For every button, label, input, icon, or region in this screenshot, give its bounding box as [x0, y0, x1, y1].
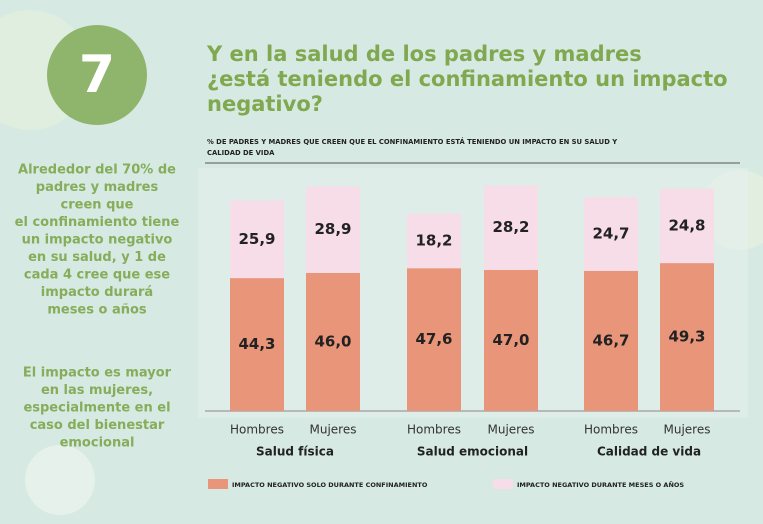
bar-segment [584, 196, 638, 271]
chart-panel [198, 168, 748, 418]
category-label: Mujeres [310, 423, 357, 437]
badge-circle [47, 25, 147, 125]
bar-segment [484, 270, 538, 411]
bar-segment [407, 268, 461, 411]
side-text: Alrededor del 70% de [18, 163, 176, 178]
side-text: el confinamiento tiene [15, 215, 180, 230]
legend-swatch [208, 479, 228, 489]
side-text: cada 4 cree que ese [24, 268, 170, 283]
value-label: 28,9 [314, 220, 351, 238]
group-label: Calidad de vida [597, 445, 701, 459]
category-label: Hombres [230, 423, 284, 437]
side-text: meses o años [47, 303, 147, 318]
value-label: 47,0 [492, 331, 529, 349]
value-label: 49,3 [668, 328, 705, 346]
bar-segment [306, 186, 360, 273]
chart-title: negativo? [207, 92, 323, 116]
side-text: un impacto negativo [22, 233, 173, 248]
value-label: 44,3 [238, 335, 275, 353]
group-label: Salud física [256, 445, 334, 459]
side-text: creen que [61, 198, 134, 213]
chart-subtitle: CALIDAD DE VIDA [207, 149, 275, 157]
side-text: especialmente en el [23, 401, 170, 416]
chart-subtitle: % DE PADRES Y MADRES QUE CREEN QUE EL CO… [207, 137, 617, 146]
value-label: 46,0 [314, 333, 351, 351]
bar-segment [660, 188, 714, 264]
decor [25, 445, 95, 515]
legend-label: IMPACTO NEGATIVO DURANTE MESES O AÑOS [517, 480, 684, 489]
value-label: 25,9 [238, 230, 275, 248]
side-text: impacto durará [41, 285, 153, 300]
value-label: 28,2 [492, 218, 529, 236]
bar-segment [407, 213, 461, 269]
bar-segment [306, 273, 360, 411]
side-text: padres y madres [36, 180, 159, 195]
category-label: Hombres [584, 423, 638, 437]
bar-segment [230, 200, 284, 279]
category-label: Hombres [407, 423, 461, 437]
legend-swatch [493, 479, 513, 489]
group-label: Salud emocional [417, 445, 528, 459]
value-label: 46,7 [592, 331, 629, 349]
bar-segment [660, 263, 714, 411]
side-text: caso del bienestar [30, 418, 165, 433]
badge: 7 [79, 45, 115, 105]
chart-title: ¿está teniendo el confinamiento un impac… [207, 67, 728, 91]
side-text: en las mujeres, [41, 383, 153, 398]
value-label: 24,8 [668, 216, 705, 234]
bar-segment [230, 278, 284, 411]
category-label: Mujeres [488, 423, 535, 437]
side-text: emocional [60, 436, 135, 451]
category-label: Mujeres [664, 423, 711, 437]
side-text: en su salud, y 1 de [28, 250, 166, 265]
value-label: 18,2 [415, 231, 452, 249]
side-text: El impacto es mayor [23, 366, 172, 381]
bar-segment [584, 270, 638, 411]
chart-title: Y en la salud de los padres y madres [206, 42, 642, 66]
value-label: 47,6 [415, 330, 452, 348]
legend-label: IMPACTO NEGATIVO SOLO DURANTE CONFINAMIE… [232, 481, 428, 489]
value-label: 24,7 [592, 224, 629, 242]
bar-segment [484, 185, 538, 270]
